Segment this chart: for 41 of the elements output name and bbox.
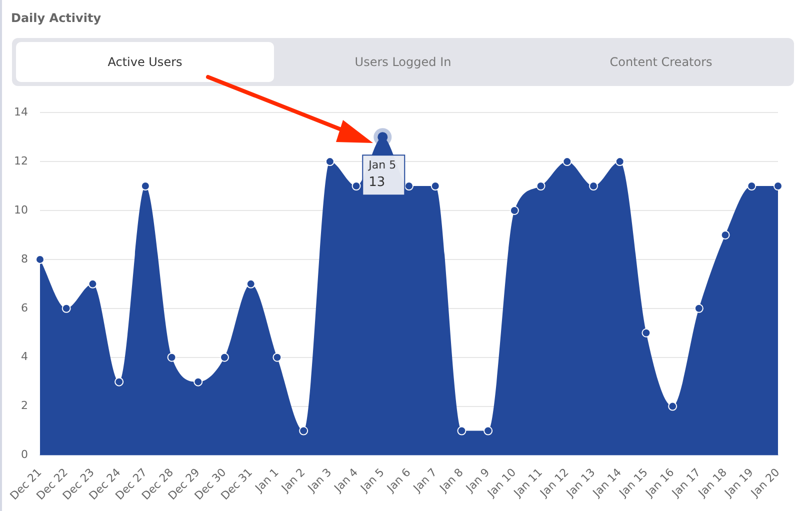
- y-tick-label: 14: [14, 105, 28, 118]
- point: [167, 352, 176, 362]
- text: Users Logged In: [354, 54, 452, 71]
- point: [747, 182, 756, 191]
- chart-title: Daily Activity: [11, 11, 102, 25]
- point: [194, 377, 203, 386]
- point: [562, 157, 572, 166]
- x-tick-label: Jan 8: [436, 466, 466, 496]
- point: [272, 352, 282, 362]
- y-tick-label: 6: [20, 301, 28, 314]
- point: [668, 402, 678, 411]
- point: [404, 182, 414, 191]
- point: [299, 426, 308, 436]
- point: [325, 157, 334, 166]
- y-tick-label: 0: [20, 448, 28, 462]
- point: [246, 279, 256, 288]
- point: [220, 352, 229, 362]
- point: [720, 230, 730, 240]
- annotation: Jan 5 13: [368, 158, 396, 190]
- point: [114, 377, 124, 386]
- text: Active Users: [16, 42, 274, 82]
- point: [140, 182, 150, 191]
- y-tick-label: 10: [14, 203, 28, 216]
- point: [642, 328, 651, 338]
- text: Content Creators: [608, 54, 714, 71]
- point: [88, 279, 98, 288]
- y-tick-label: 4: [20, 350, 28, 364]
- point: [694, 304, 704, 313]
- point: [430, 182, 440, 191]
- point: [774, 182, 782, 191]
- y-tick-label: 8: [20, 252, 28, 266]
- point: [536, 182, 546, 191]
- point: [510, 206, 519, 215]
- point: [352, 182, 361, 191]
- point: [589, 182, 598, 191]
- point: [62, 304, 71, 313]
- y-tick-label: 12: [14, 154, 28, 168]
- point: [484, 426, 493, 436]
- point: [615, 157, 624, 166]
- point: [457, 426, 466, 436]
- y-tick-label: 2: [20, 399, 28, 412]
